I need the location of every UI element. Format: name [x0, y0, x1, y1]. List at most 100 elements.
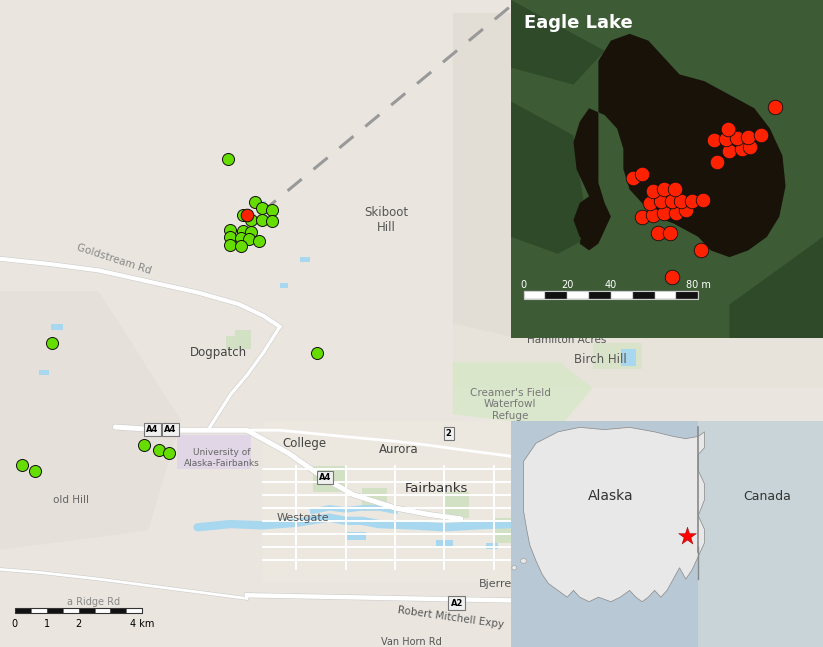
Text: Van Horn Rd: Van Horn Rd	[381, 637, 442, 647]
Point	[255, 203, 268, 214]
Point	[663, 228, 677, 239]
Polygon shape	[729, 237, 823, 338]
Bar	[654, 291, 677, 300]
Bar	[584, 514, 601, 524]
Bar	[527, 540, 542, 547]
Text: Eagle Lake: Eagle Lake	[523, 14, 632, 32]
Polygon shape	[453, 362, 593, 427]
Bar	[39, 370, 49, 375]
Text: Hamilton Acres: Hamilton Acres	[527, 334, 606, 345]
Text: A4: A4	[146, 425, 159, 434]
Text: A4: A4	[319, 473, 332, 482]
Text: 40: 40	[605, 280, 617, 290]
Bar	[30, 608, 47, 613]
Bar	[589, 291, 611, 300]
Bar	[444, 492, 469, 518]
Point	[721, 124, 734, 134]
Point	[249, 197, 262, 207]
Point	[310, 347, 323, 358]
Text: 0: 0	[520, 280, 527, 290]
Bar	[127, 608, 142, 613]
Bar	[567, 291, 589, 300]
Point	[240, 210, 253, 220]
Point	[686, 196, 699, 206]
Point	[265, 204, 278, 215]
Bar	[698, 421, 823, 647]
Text: Canada: Canada	[743, 490, 791, 503]
Point	[224, 232, 237, 243]
Bar	[436, 540, 453, 547]
Bar	[523, 291, 698, 300]
Point	[224, 239, 237, 250]
Point	[681, 531, 694, 541]
Polygon shape	[226, 330, 251, 349]
Bar	[47, 608, 63, 613]
Text: a Ridge Rd: a Ridge Rd	[67, 597, 121, 607]
Bar	[486, 543, 498, 549]
Text: A2: A2	[450, 598, 463, 608]
Bar	[300, 257, 310, 262]
Point	[742, 132, 755, 142]
Polygon shape	[511, 102, 589, 254]
Bar	[611, 291, 633, 300]
Bar	[177, 435, 251, 469]
Point	[255, 215, 268, 225]
Point	[707, 135, 720, 146]
Point	[29, 466, 42, 476]
Point	[754, 130, 767, 140]
Bar	[79, 608, 95, 613]
Bar	[546, 291, 567, 300]
Point	[644, 198, 657, 208]
Bar	[263, 421, 675, 582]
Point	[162, 448, 175, 458]
Point	[221, 153, 235, 164]
Ellipse shape	[512, 565, 517, 570]
Point	[743, 142, 756, 153]
Bar	[633, 291, 654, 300]
Point	[646, 210, 659, 220]
Point	[635, 212, 649, 222]
Point	[244, 227, 258, 237]
Bar	[621, 349, 636, 366]
Text: Westgate: Westgate	[277, 512, 329, 523]
Point	[236, 210, 249, 220]
Bar	[51, 324, 63, 330]
Bar	[110, 608, 127, 613]
Point	[152, 444, 165, 455]
Point	[768, 102, 781, 112]
Polygon shape	[511, 0, 605, 85]
Point	[224, 225, 237, 235]
Point	[16, 459, 29, 470]
Text: 0: 0	[12, 619, 18, 629]
Bar	[313, 466, 346, 492]
Text: Skiboot
Hill: Skiboot Hill	[365, 206, 409, 234]
Point	[253, 236, 266, 246]
Text: Dogpatch: Dogpatch	[189, 346, 247, 359]
Point	[651, 228, 664, 239]
Point	[235, 241, 248, 251]
Text: College: College	[282, 437, 327, 450]
Point	[695, 245, 708, 256]
Bar	[95, 608, 110, 613]
Point	[45, 338, 58, 348]
Text: Alaska: Alaska	[588, 488, 634, 503]
Bar	[346, 532, 366, 540]
Point	[735, 144, 748, 154]
Text: 80 m: 80 m	[686, 280, 711, 290]
Bar	[453, 13, 823, 388]
Bar	[253, 201, 266, 207]
Point	[710, 157, 723, 168]
Point	[646, 186, 659, 196]
Point	[696, 195, 709, 205]
Point	[675, 196, 688, 206]
Point	[723, 146, 736, 156]
Text: University of
Alaska-Fairbanks: University of Alaska-Fairbanks	[184, 448, 260, 468]
Point	[658, 208, 671, 218]
Bar	[15, 608, 30, 613]
Point	[236, 226, 249, 236]
Text: Creamer's Field
Waterfowl
Refuge: Creamer's Field Waterfowl Refuge	[470, 388, 551, 421]
Bar	[15, 608, 142, 613]
Point	[658, 184, 671, 195]
Point	[668, 184, 681, 195]
Text: Goldstream Rd: Goldstream Rd	[75, 242, 152, 276]
